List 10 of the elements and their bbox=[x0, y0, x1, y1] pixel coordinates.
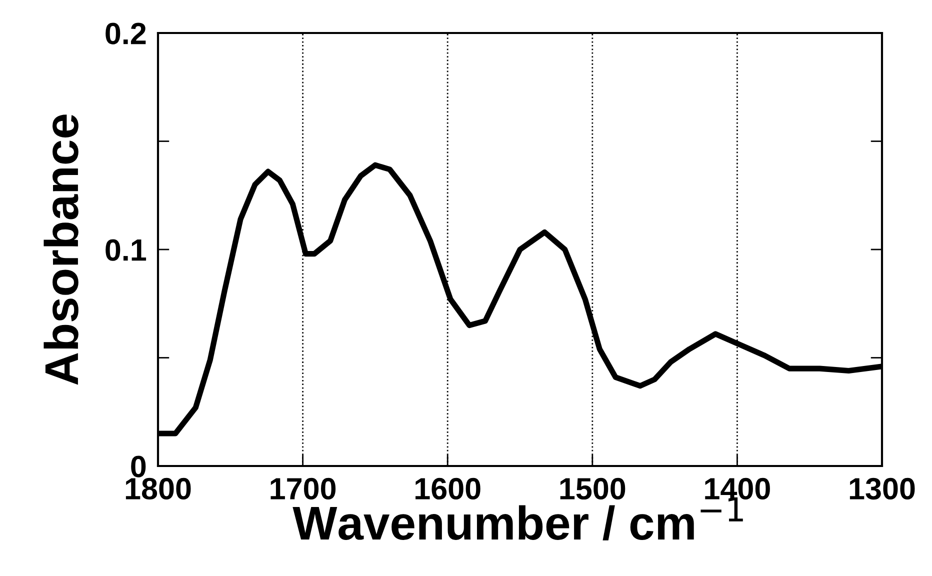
y-tick-label: 0 bbox=[131, 456, 146, 478]
x-tick-label: 1800 bbox=[126, 478, 191, 500]
x-tick-label: 1300 bbox=[850, 478, 915, 500]
x-tick-label: 1700 bbox=[270, 478, 336, 500]
y-tick-label: 0.2 bbox=[106, 22, 146, 44]
x-tick-label: 1400 bbox=[705, 478, 770, 500]
x-tick-label: 1600 bbox=[416, 478, 480, 500]
x-tick-label: 1500 bbox=[560, 478, 626, 500]
y-tick-label: 0.1 bbox=[106, 239, 146, 261]
y-axis-title: Absorbance bbox=[44, 114, 78, 385]
